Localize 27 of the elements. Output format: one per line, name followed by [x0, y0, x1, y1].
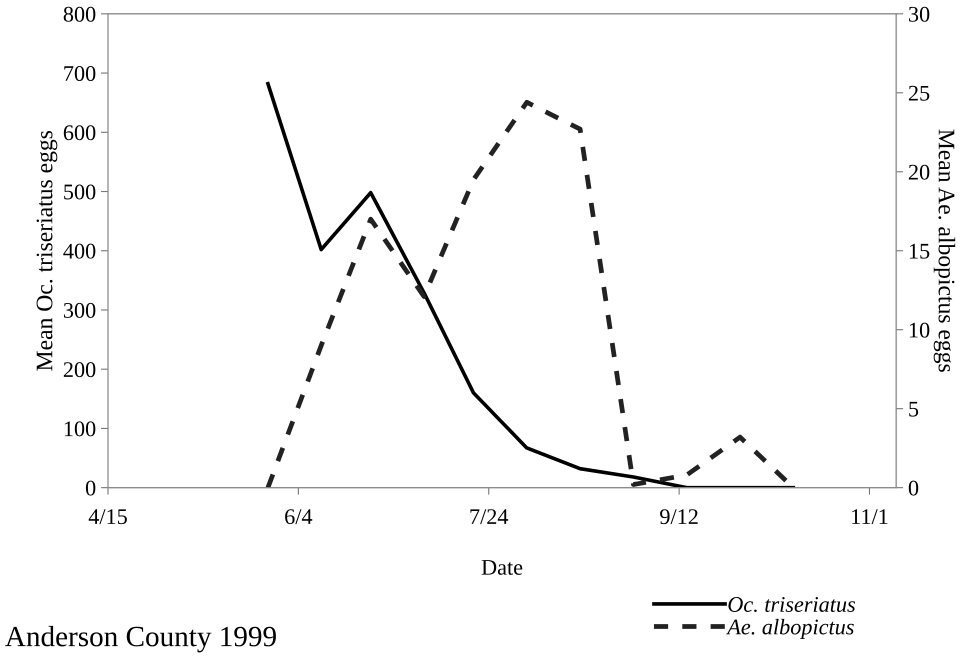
- y2-axis-title: Mean Ae. albopictus eggs: [934, 129, 956, 372]
- y-tick-label: 0: [86, 480, 96, 496]
- y2-tick-label: 0: [908, 480, 918, 496]
- x-tick-label: 6/4: [285, 509, 312, 524]
- y2-tick-label: 20: [908, 164, 930, 180]
- y-tick-label: 500: [64, 184, 96, 200]
- x-tick-label: 4/15: [88, 509, 127, 524]
- y-tick-label: 800: [64, 6, 96, 22]
- x-tick-label: 7/24: [470, 509, 508, 524]
- y2-tick-label: 25: [908, 86, 930, 101]
- x-tick-label: 9/12: [660, 509, 698, 524]
- x-axis-title: Date: [482, 560, 522, 575]
- text: Anderson County 1999: [5, 626, 276, 652]
- y-tick-label: 400: [63, 244, 96, 259]
- y-axis-title: Mean Oc. triseriatus eggs: [36, 130, 58, 371]
- x-tick-label: 11/1: [852, 509, 888, 524]
- y-tick-label: 700: [64, 66, 96, 81]
- y2-tick-label: 30: [909, 6, 930, 22]
- y-tick-label: 100: [64, 421, 96, 436]
- y-tick-label: 300: [64, 302, 96, 318]
- y-tick-label: 600: [64, 125, 96, 140]
- y-tick-label: 200: [64, 362, 96, 378]
- y2-tick-label: 15: [910, 244, 930, 259]
- y2-tick-label: 5: [909, 402, 918, 417]
- legend-label: Ae. albopictus: [726, 618, 854, 639]
- legend-label: Oc. triseriatus: [728, 597, 856, 612]
- y2-tick-label: 10: [910, 322, 930, 338]
